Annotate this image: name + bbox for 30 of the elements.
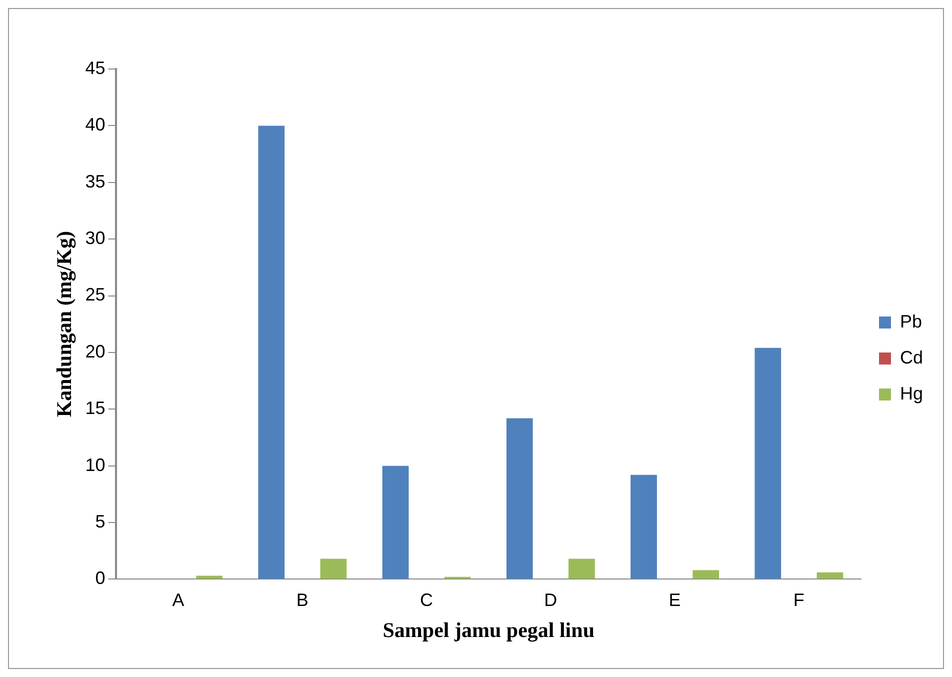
bar: [816, 572, 844, 579]
y-tick-label: 45: [85, 58, 106, 78]
legend-label: Pb: [900, 311, 922, 332]
bar: [258, 126, 285, 579]
y-tick-label: 40: [85, 114, 106, 135]
y-tick-label: 20: [85, 341, 106, 362]
bar: [506, 418, 533, 579]
y-tick-label: 0: [95, 568, 106, 588]
x-tick-label: A: [172, 590, 184, 610]
x-tick-label: F: [793, 590, 804, 610]
bar: [692, 570, 720, 579]
bar: [382, 466, 409, 579]
bar: [320, 558, 347, 579]
y-tick-label: 35: [85, 171, 106, 192]
x-tick-label: B: [296, 590, 308, 610]
bar: [630, 474, 657, 579]
y-tick-label: 15: [85, 398, 106, 418]
x-axis-title: Sampel jamu pegal linu: [382, 618, 595, 642]
y-tick-label: 10: [85, 454, 106, 475]
y-tick-label: 30: [85, 228, 106, 248]
y-tick-label: 25: [85, 284, 106, 305]
x-tick-label: D: [544, 590, 558, 610]
y-tick-label: 5: [95, 511, 106, 532]
y-axis-title: Kandungan (mg/Kg): [52, 231, 76, 418]
bar: [754, 348, 782, 579]
legend-label: Hg: [900, 383, 924, 404]
bar: [568, 558, 595, 579]
x-tick-label: C: [420, 590, 434, 610]
x-tick-label: E: [668, 590, 681, 610]
legend-label: Cd: [900, 347, 924, 368]
